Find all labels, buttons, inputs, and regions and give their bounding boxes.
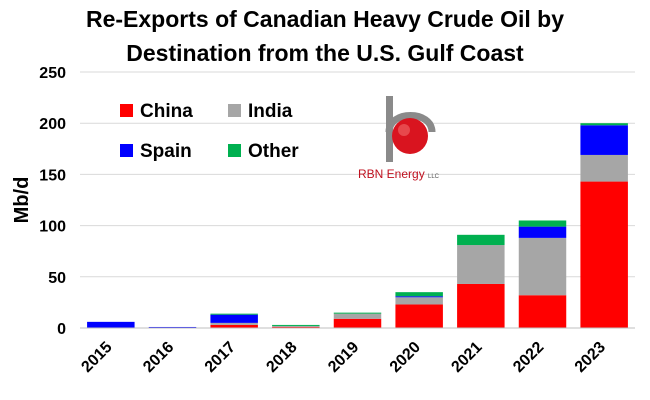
bar-china-2017 [210,324,258,328]
y-tick-label: 150 [39,167,66,184]
x-axis-ticks: 2015 2016 2017 2018 2019 2020 2021 2022 2023 [78,339,609,376]
bar-china-2023 [580,181,628,328]
bar-spain-2016 [148,326,197,328]
y-tick-label: 0 [57,321,66,338]
x-tick-label: 2021 [448,339,485,376]
legend-label-other: Other [248,141,299,162]
legend-swatch-other [228,144,241,157]
x-tick-label: 2015 [78,339,115,376]
bar-spain-2017 [210,314,258,323]
bar-india-2018 [272,325,320,327]
chart-title-line-1: Re-Exports of Canadian Heavy Crude Oil b… [86,6,564,32]
y-tick-label: 50 [48,270,66,287]
bar-spain-2015 [87,321,135,328]
chart-title-line-2: Destination from the U.S. Gulf Coast [126,40,524,66]
logo-arc [385,112,436,133]
bar-other-2021 [457,234,505,246]
bar-china-2022 [518,295,567,328]
bars [87,123,628,328]
x-tick-label: 2023 [572,339,609,376]
bar-china-2020 [395,304,443,328]
rbn-energy-logo: RBN Energy LLC [358,96,440,181]
x-tick-label: 2019 [325,339,362,376]
x-tick-label: 2018 [263,339,300,376]
bar-other-2019 [333,312,382,314]
bar-china-2019 [333,318,382,328]
bar-india-2022 [518,237,567,296]
y-axis-label: Mb/d [11,177,33,224]
bar-other-2022 [518,220,567,227]
y-tick-label: 200 [39,116,66,133]
bar-other-2020 [395,292,443,297]
bar-india-2017 [210,322,258,325]
legend-swatch-spain [120,144,133,157]
x-tick-label: 2022 [510,339,547,376]
x-tick-label: 2016 [140,339,177,376]
y-tick-label: 100 [39,219,66,236]
logo-llc: LLC [428,174,440,180]
x-tick-label: 2017 [202,339,239,376]
bar-india-2020 [395,297,443,305]
bar-china-2021 [457,283,505,328]
legend-swatch-india [228,104,241,117]
bar-spain-2023 [580,125,628,155]
logo-text: RBN Energy [358,167,425,181]
bar-india-2019 [333,313,382,319]
bar-spain-2022 [518,226,567,238]
chart-title: Re-Exports of Canadian Heavy Crude Oil b… [86,6,564,66]
legend-label-china: China [140,101,193,122]
x-tick-label: 2020 [387,339,424,376]
legend-label-india: India [248,101,293,122]
bar-china-2018 [272,326,320,328]
bar-india-2023 [580,154,628,182]
logo-ball [392,118,428,154]
bar-other-2023 [580,123,628,126]
legend-swatch-china [120,104,133,117]
legend: China India Spain Other [120,101,299,162]
bar-other-2018 [272,324,320,326]
bar-other-2017 [210,313,258,315]
y-tick-label: 250 [39,65,66,82]
bar-india-2021 [457,245,505,284]
legend-label-spain: Spain [140,141,192,162]
logo-highlight [398,124,410,136]
y-axis-ticks: 0 50 100 150 200 250 [39,65,66,338]
bar-spain-2020 [395,296,443,298]
